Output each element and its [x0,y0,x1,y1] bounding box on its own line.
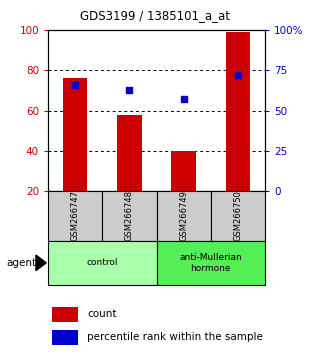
Text: agent: agent [6,258,36,268]
Bar [52,330,78,344]
Text: percentile rank within the sample: percentile rank within the sample [87,332,263,342]
Bar [48,241,157,285]
Text: anti-Mullerian
hormone: anti-Mullerian hormone [179,253,242,273]
Bar [171,151,196,191]
Polygon shape [36,255,46,270]
Text: GSM266749: GSM266749 [179,190,188,241]
Text: GSM266750: GSM266750 [233,190,242,241]
Text: count: count [87,309,117,319]
Bar [157,191,211,241]
Text: GSM266747: GSM266747 [71,190,80,241]
Bar [211,191,265,241]
Bar [226,32,250,191]
Text: control: control [86,258,118,267]
Bar [48,191,102,241]
Bar [157,241,265,285]
Bar [52,307,78,322]
Text: GDS3199 / 1385101_a_at: GDS3199 / 1385101_a_at [80,9,230,22]
Text: GSM266748: GSM266748 [125,190,134,241]
Bar [63,78,87,191]
Bar [102,191,157,241]
Bar [117,115,142,191]
